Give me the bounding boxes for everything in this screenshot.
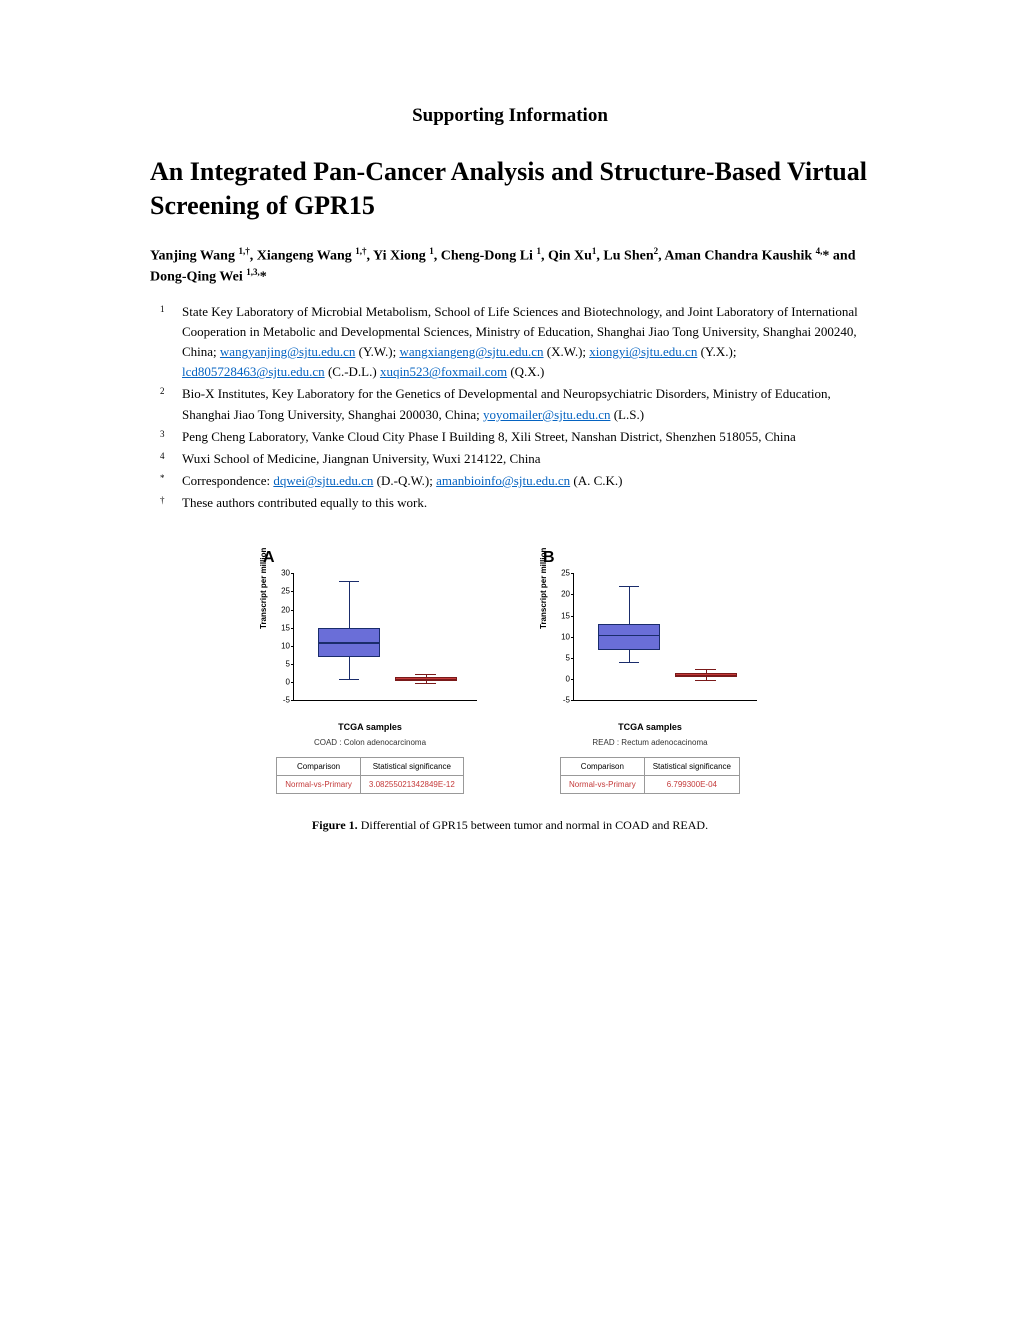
email-link[interactable]: amanbioinfo@sjtu.edu.cn (436, 473, 570, 488)
affiliation-item: †These authors contributed equally to th… (182, 493, 870, 513)
y-tick-label: 10 (268, 641, 290, 650)
email-link[interactable]: wangxiangeng@sjtu.edu.cn (399, 344, 543, 359)
table-header-cell: Statistical significance (644, 758, 739, 776)
y-tick-label: 10 (548, 632, 570, 641)
affiliation-item: 4Wuxi School of Medicine, Jiangnan Unive… (182, 449, 870, 469)
table-row: Normal-vs-Primary6.799300E-04 (561, 776, 740, 794)
affiliation-item: 2Bio-X Institutes, Key Laboratory for th… (182, 384, 870, 424)
affiliation-marker: † (160, 494, 165, 508)
panel-subcaption: READ : Rectum adenocacinoma (592, 738, 707, 747)
y-tick-label: 0 (548, 675, 570, 684)
plot-area: -5051015202530 (293, 573, 477, 701)
affiliation-marker: * (160, 472, 165, 486)
figure-1: ATranscript per million-5051015202530TCG… (150, 549, 870, 833)
table-header-cell: Comparison (277, 758, 361, 776)
affiliation-marker: 4 (160, 450, 165, 464)
affiliation-marker: 2 (160, 385, 165, 399)
affiliation-item: 3Peng Cheng Laboratory, Vanke Cloud City… (182, 427, 870, 447)
y-tick-label: 25 (548, 569, 570, 578)
stats-table: ComparisonStatistical significanceNormal… (276, 757, 464, 794)
y-tick-label: 5 (548, 653, 570, 662)
plot-area: -50510152025 (573, 573, 757, 701)
y-tick-label: 5 (268, 660, 290, 669)
x-axis-label: TCGA samples (338, 722, 402, 732)
affiliations-list: 1State Key Laboratory of Microbial Metab… (150, 302, 870, 513)
email-link[interactable]: xiongyi@sjtu.edu.cn (589, 344, 697, 359)
y-tick-label: 20 (548, 590, 570, 599)
affiliation-item: *Correspondence: dqwei@sjtu.edu.cn (D.-Q… (182, 471, 870, 491)
table-cell: Normal-vs-Primary (277, 776, 361, 794)
y-tick-label: 15 (548, 611, 570, 620)
email-link[interactable]: dqwei@sjtu.edu.cn (273, 473, 373, 488)
email-link[interactable]: yoyomailer@sjtu.edu.cn (483, 407, 611, 422)
boxplot-chart: Transcript per million-50510152025 (535, 569, 765, 719)
document-heading: Supporting Information (150, 105, 870, 127)
affiliation-marker: 3 (160, 428, 165, 442)
x-axis-label: TCGA samples (618, 722, 682, 732)
y-axis-label: Transcript per million (539, 548, 548, 629)
email-link[interactable]: wangyanjing@sjtu.edu.cn (220, 344, 355, 359)
figure-caption: Figure 1. Differential of GPR15 between … (312, 818, 708, 833)
authors-line: Yanjing Wang 1,†, Xiangeng Wang 1,†, Yi … (150, 245, 870, 288)
figure-caption-text: Differential of GPR15 between tumor and … (358, 818, 708, 832)
affiliation-item: 1State Key Laboratory of Microbial Metab… (182, 302, 870, 383)
y-tick-label: 25 (268, 587, 290, 596)
table-cell: 6.799300E-04 (644, 776, 739, 794)
panel-subcaption: COAD : Colon adenocarcinoma (314, 738, 426, 747)
table-header-cell: Statistical significance (360, 758, 463, 776)
y-tick-label: 20 (268, 605, 290, 614)
email-link[interactable]: xuqin523@foxmail.com (380, 364, 507, 379)
y-tick-label: -5 (548, 696, 570, 705)
boxplot-chart: Transcript per million-5051015202530 (255, 569, 485, 719)
email-link[interactable]: lcd805728463@sjtu.edu.cn (182, 364, 325, 379)
affiliation-marker: 1 (160, 303, 165, 317)
page-title: An Integrated Pan-Cancer Analysis and St… (150, 155, 870, 223)
table-row: Normal-vs-Primary3.08255021342849E-12 (277, 776, 464, 794)
figure-panel: BTranscript per million-50510152025TCGA … (525, 549, 775, 794)
table-header-cell: Comparison (561, 758, 645, 776)
figure-panel: ATranscript per million-5051015202530TCG… (245, 549, 495, 794)
boxplot-box (598, 624, 660, 649)
y-axis-label: Transcript per million (259, 548, 268, 629)
y-tick-label: 30 (268, 569, 290, 578)
y-tick-label: 15 (268, 623, 290, 632)
figure-caption-label: Figure 1. (312, 818, 358, 832)
table-cell: Normal-vs-Primary (561, 776, 645, 794)
table-cell: 3.08255021342849E-12 (360, 776, 463, 794)
y-tick-label: -5 (268, 696, 290, 705)
stats-table: ComparisonStatistical significanceNormal… (560, 757, 740, 794)
y-tick-label: 0 (268, 678, 290, 687)
